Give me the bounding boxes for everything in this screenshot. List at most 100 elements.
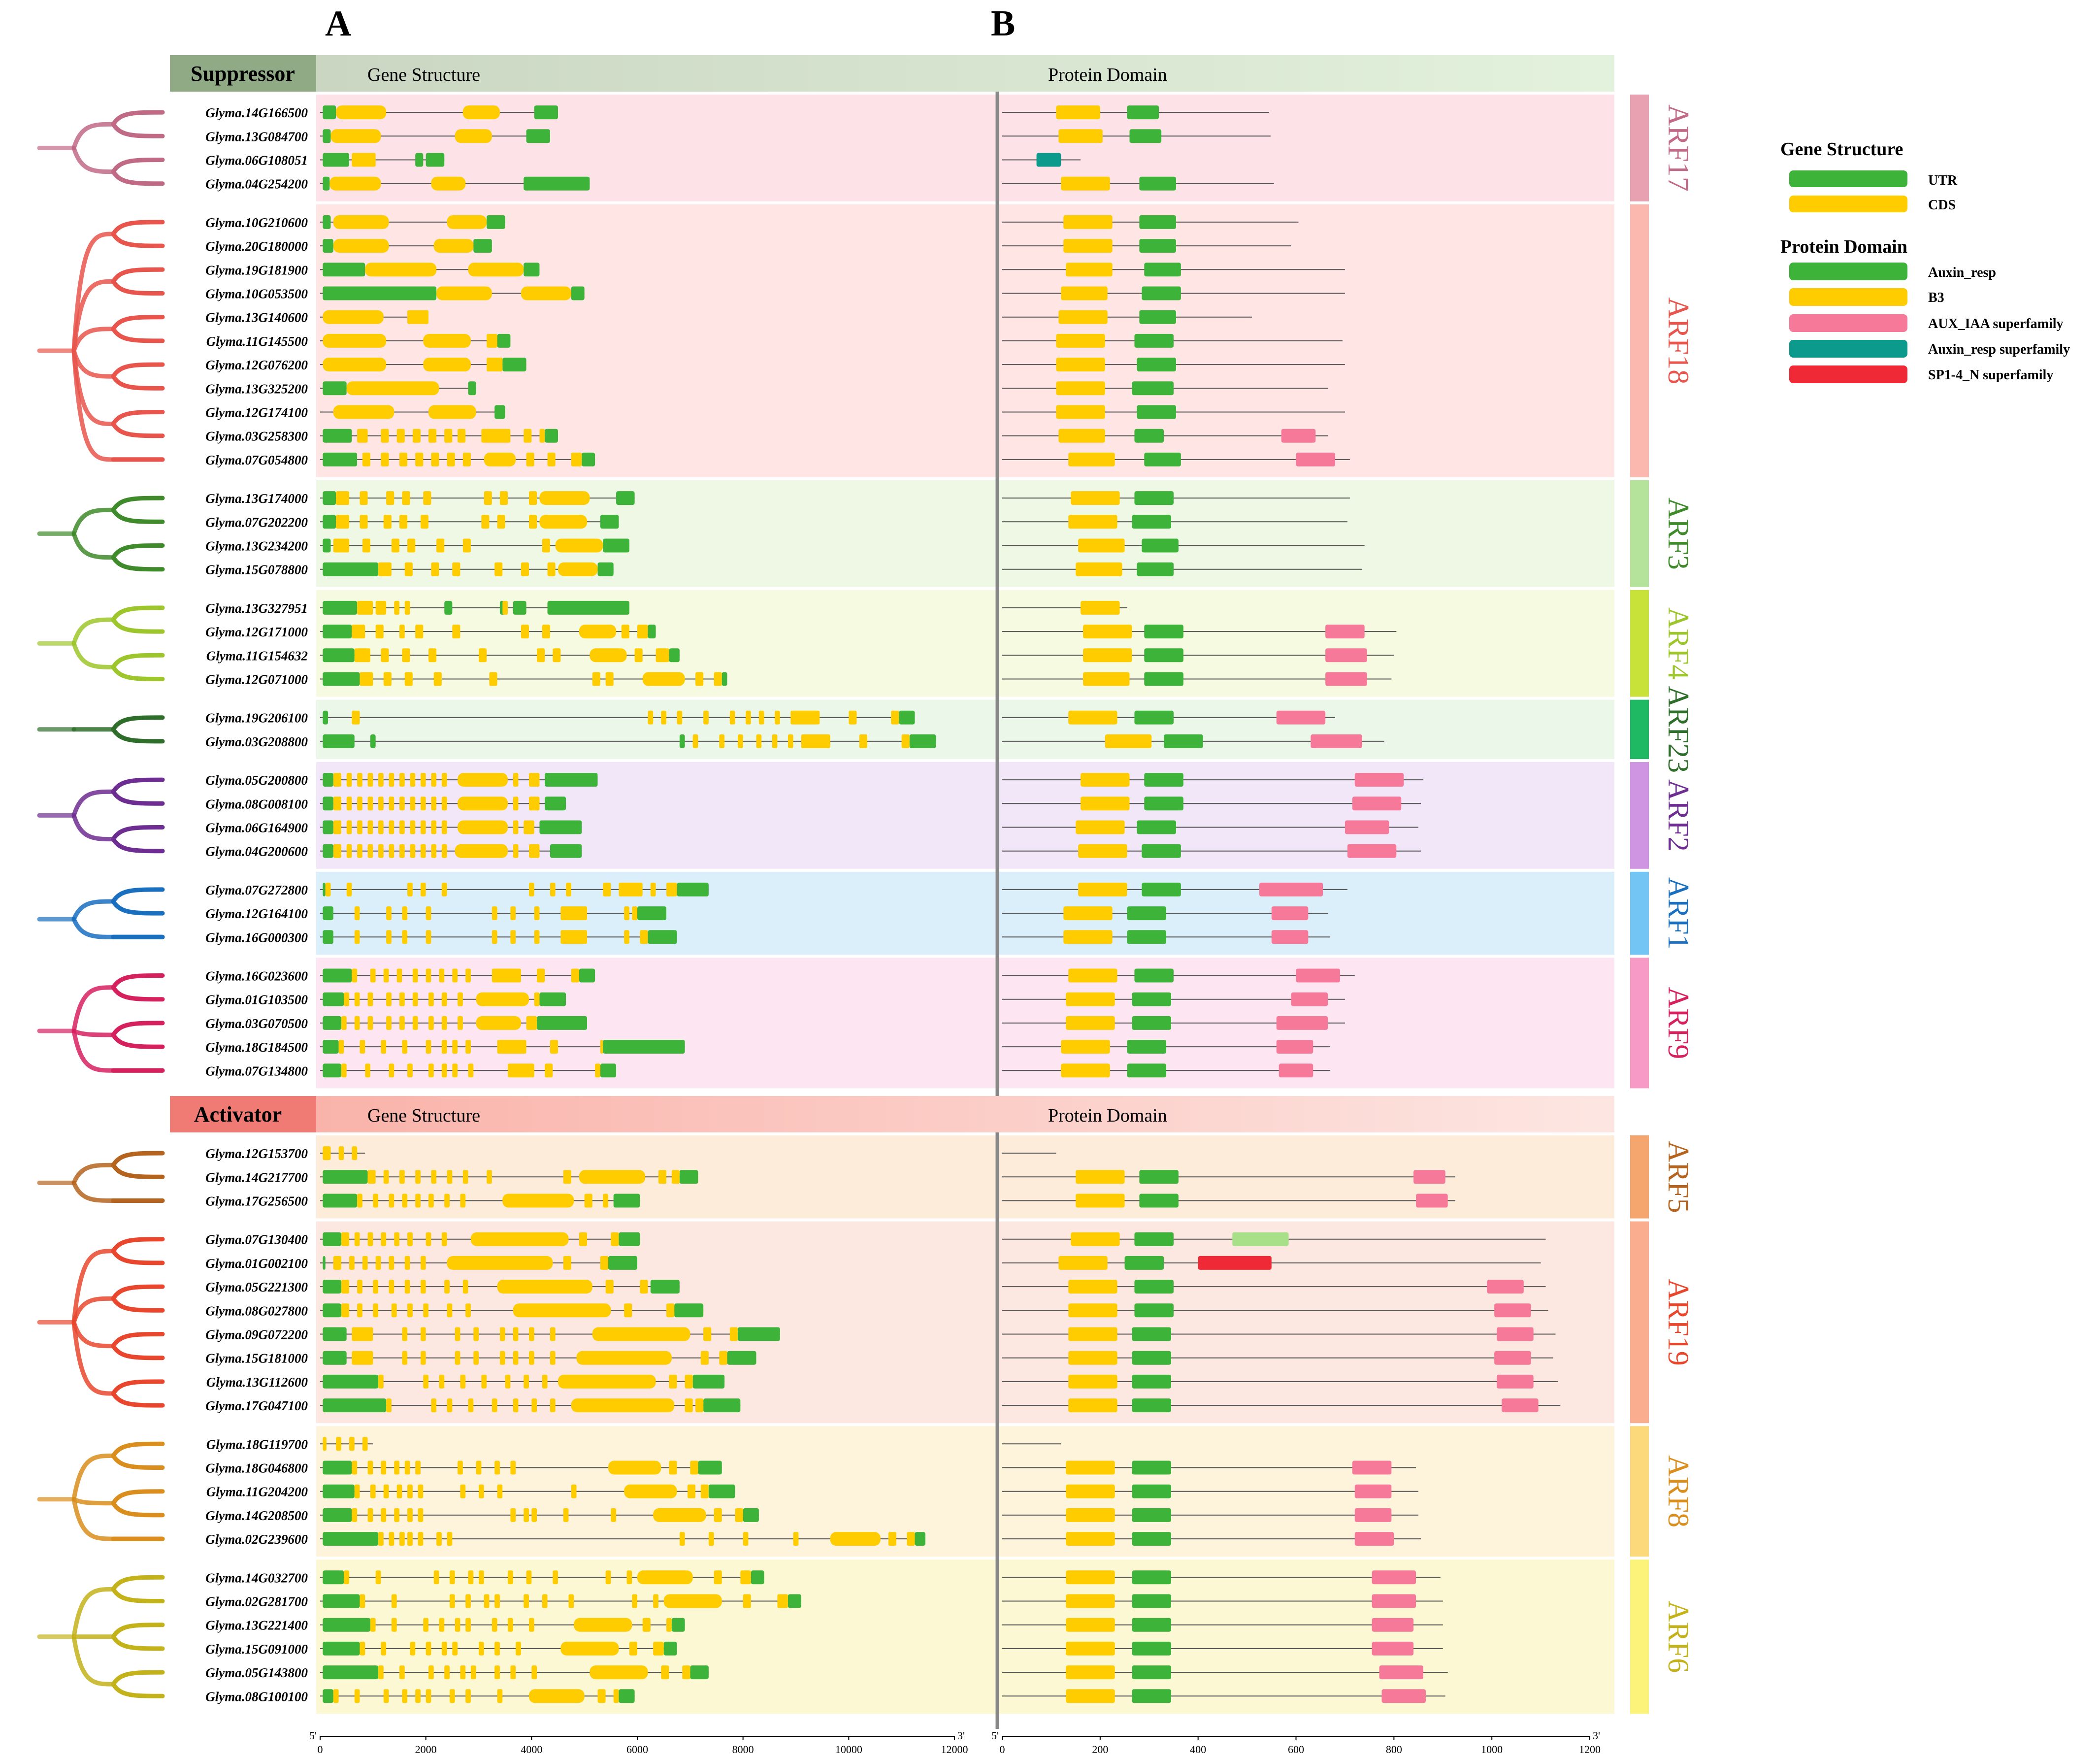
cds-segment [381, 429, 389, 443]
domain-ar [1132, 1016, 1171, 1030]
cds-segment [330, 129, 381, 143]
domain-ar [1132, 1689, 1171, 1703]
tree-branch [71, 1320, 116, 1396]
domain-b3 [1056, 333, 1105, 348]
family-label-arf9: ARF9 [1662, 987, 1695, 1060]
cds-segment [526, 452, 534, 466]
tree-branch [111, 617, 165, 634]
cds-segment [333, 538, 350, 553]
cds-segment [650, 882, 656, 896]
utr-segment [323, 882, 326, 896]
tree-branch [111, 315, 165, 332]
cds-segment [666, 1303, 675, 1318]
cds-segment [494, 1665, 500, 1680]
domain-ar [1144, 672, 1183, 686]
cds-segment [513, 796, 519, 811]
domain-aux [1497, 1374, 1534, 1389]
cds-segment [352, 1351, 373, 1365]
cds-segment [420, 1327, 426, 1341]
cds-segment [415, 625, 424, 639]
cds-segment [370, 1618, 376, 1632]
utr-segment [788, 1594, 801, 1608]
cds-segment [484, 491, 492, 505]
cds-segment [381, 1641, 387, 1656]
cds-segment [407, 1484, 413, 1498]
cds-segment [367, 773, 373, 787]
cds-segment [528, 796, 540, 811]
domain-b3 [1066, 992, 1115, 1006]
cds-segment [719, 734, 725, 748]
cds-segment [336, 105, 387, 120]
domain-b3 [1063, 930, 1113, 944]
utr-segment [534, 105, 558, 120]
utr-segment [677, 882, 709, 896]
gene-row: Glyma.12G153700 [205, 1146, 1056, 1161]
cds-segment [357, 844, 362, 858]
cds-segment [479, 1570, 484, 1585]
cds-segment [579, 1232, 588, 1246]
cds-segment [494, 1460, 500, 1475]
domain-ar [1132, 381, 1174, 396]
cds-segment [462, 1280, 468, 1294]
cds-segment [600, 1040, 603, 1054]
cds-segment [386, 1016, 392, 1030]
cds-segment [479, 1641, 484, 1656]
legend: Gene Structure UTR CDS Protein Domain Au… [1780, 139, 2070, 383]
cds-segment [407, 1063, 413, 1078]
domain-b3 [1066, 1532, 1115, 1546]
phylo-tree [37, 110, 165, 186]
cds-segment [492, 968, 521, 983]
gene-row: Glyma.15G091000 [205, 1641, 1443, 1657]
cds-segment [888, 1532, 896, 1546]
family-background [316, 762, 1614, 869]
tree-branch [111, 169, 165, 186]
gene-row: Glyma.08G008100 [205, 796, 1421, 811]
cds-segment [333, 796, 341, 811]
family-group-arf4: ARF4 Glyma.13G327951 Glyma.12G171000 Glyma.… [37, 590, 1695, 697]
utr-segment [323, 820, 333, 834]
gene-row: Glyma.12G171000 [205, 625, 1397, 639]
cds-segment [431, 796, 437, 811]
utr-segment [899, 710, 915, 725]
cds-segment [404, 562, 413, 576]
utr-segment [323, 1232, 341, 1246]
gene-id-label: Glyma.05G200800 [205, 773, 308, 788]
gene-row: Glyma.13G084700 [205, 129, 1271, 144]
tree-branch [111, 410, 165, 427]
gene-row: Glyma.18G184500 [205, 1040, 1331, 1055]
tree-branch [111, 973, 165, 990]
cds-segment [362, 452, 370, 466]
gene-id-label: Glyma.10G053500 [205, 287, 308, 301]
cds-segment [383, 515, 392, 529]
tree-branch [71, 1320, 116, 1349]
suppressor-tag [170, 55, 316, 92]
activator-tag [170, 1096, 316, 1132]
gene-row: Glyma.14G032700 [205, 1570, 1441, 1585]
cds-segment [579, 1170, 646, 1184]
domain-ar [1137, 562, 1174, 576]
cds-segment [349, 1437, 355, 1451]
utr-segment [323, 538, 331, 553]
cds-segment [558, 1374, 656, 1389]
cds-segment [415, 1460, 421, 1475]
cds-segment [470, 1232, 569, 1246]
utr-segment [547, 600, 629, 615]
cds-segment [378, 1532, 384, 1546]
family-background [316, 1559, 1614, 1714]
gene-id-label: Glyma.01G103500 [205, 993, 308, 1007]
gene-id-label: Glyma.07G134800 [205, 1063, 308, 1078]
tree-branch [111, 232, 165, 248]
family-background [316, 204, 1614, 477]
cds-segment [455, 129, 492, 143]
cds-segment [441, 1232, 447, 1246]
domain-ar [1132, 1508, 1171, 1522]
axis-tick-label: 600 [1288, 1743, 1304, 1756]
gene-id-label: Glyma.13G325200 [205, 381, 308, 396]
gene-id-label: Glyma.07G130400 [205, 1232, 308, 1247]
cds-segment [700, 1351, 709, 1365]
domain-ar [1132, 992, 1171, 1006]
gene-id-label: Glyma.03G208800 [205, 734, 308, 749]
utr-segment [323, 1193, 358, 1208]
cds-segment [402, 648, 410, 663]
cds-segment [508, 1618, 513, 1632]
